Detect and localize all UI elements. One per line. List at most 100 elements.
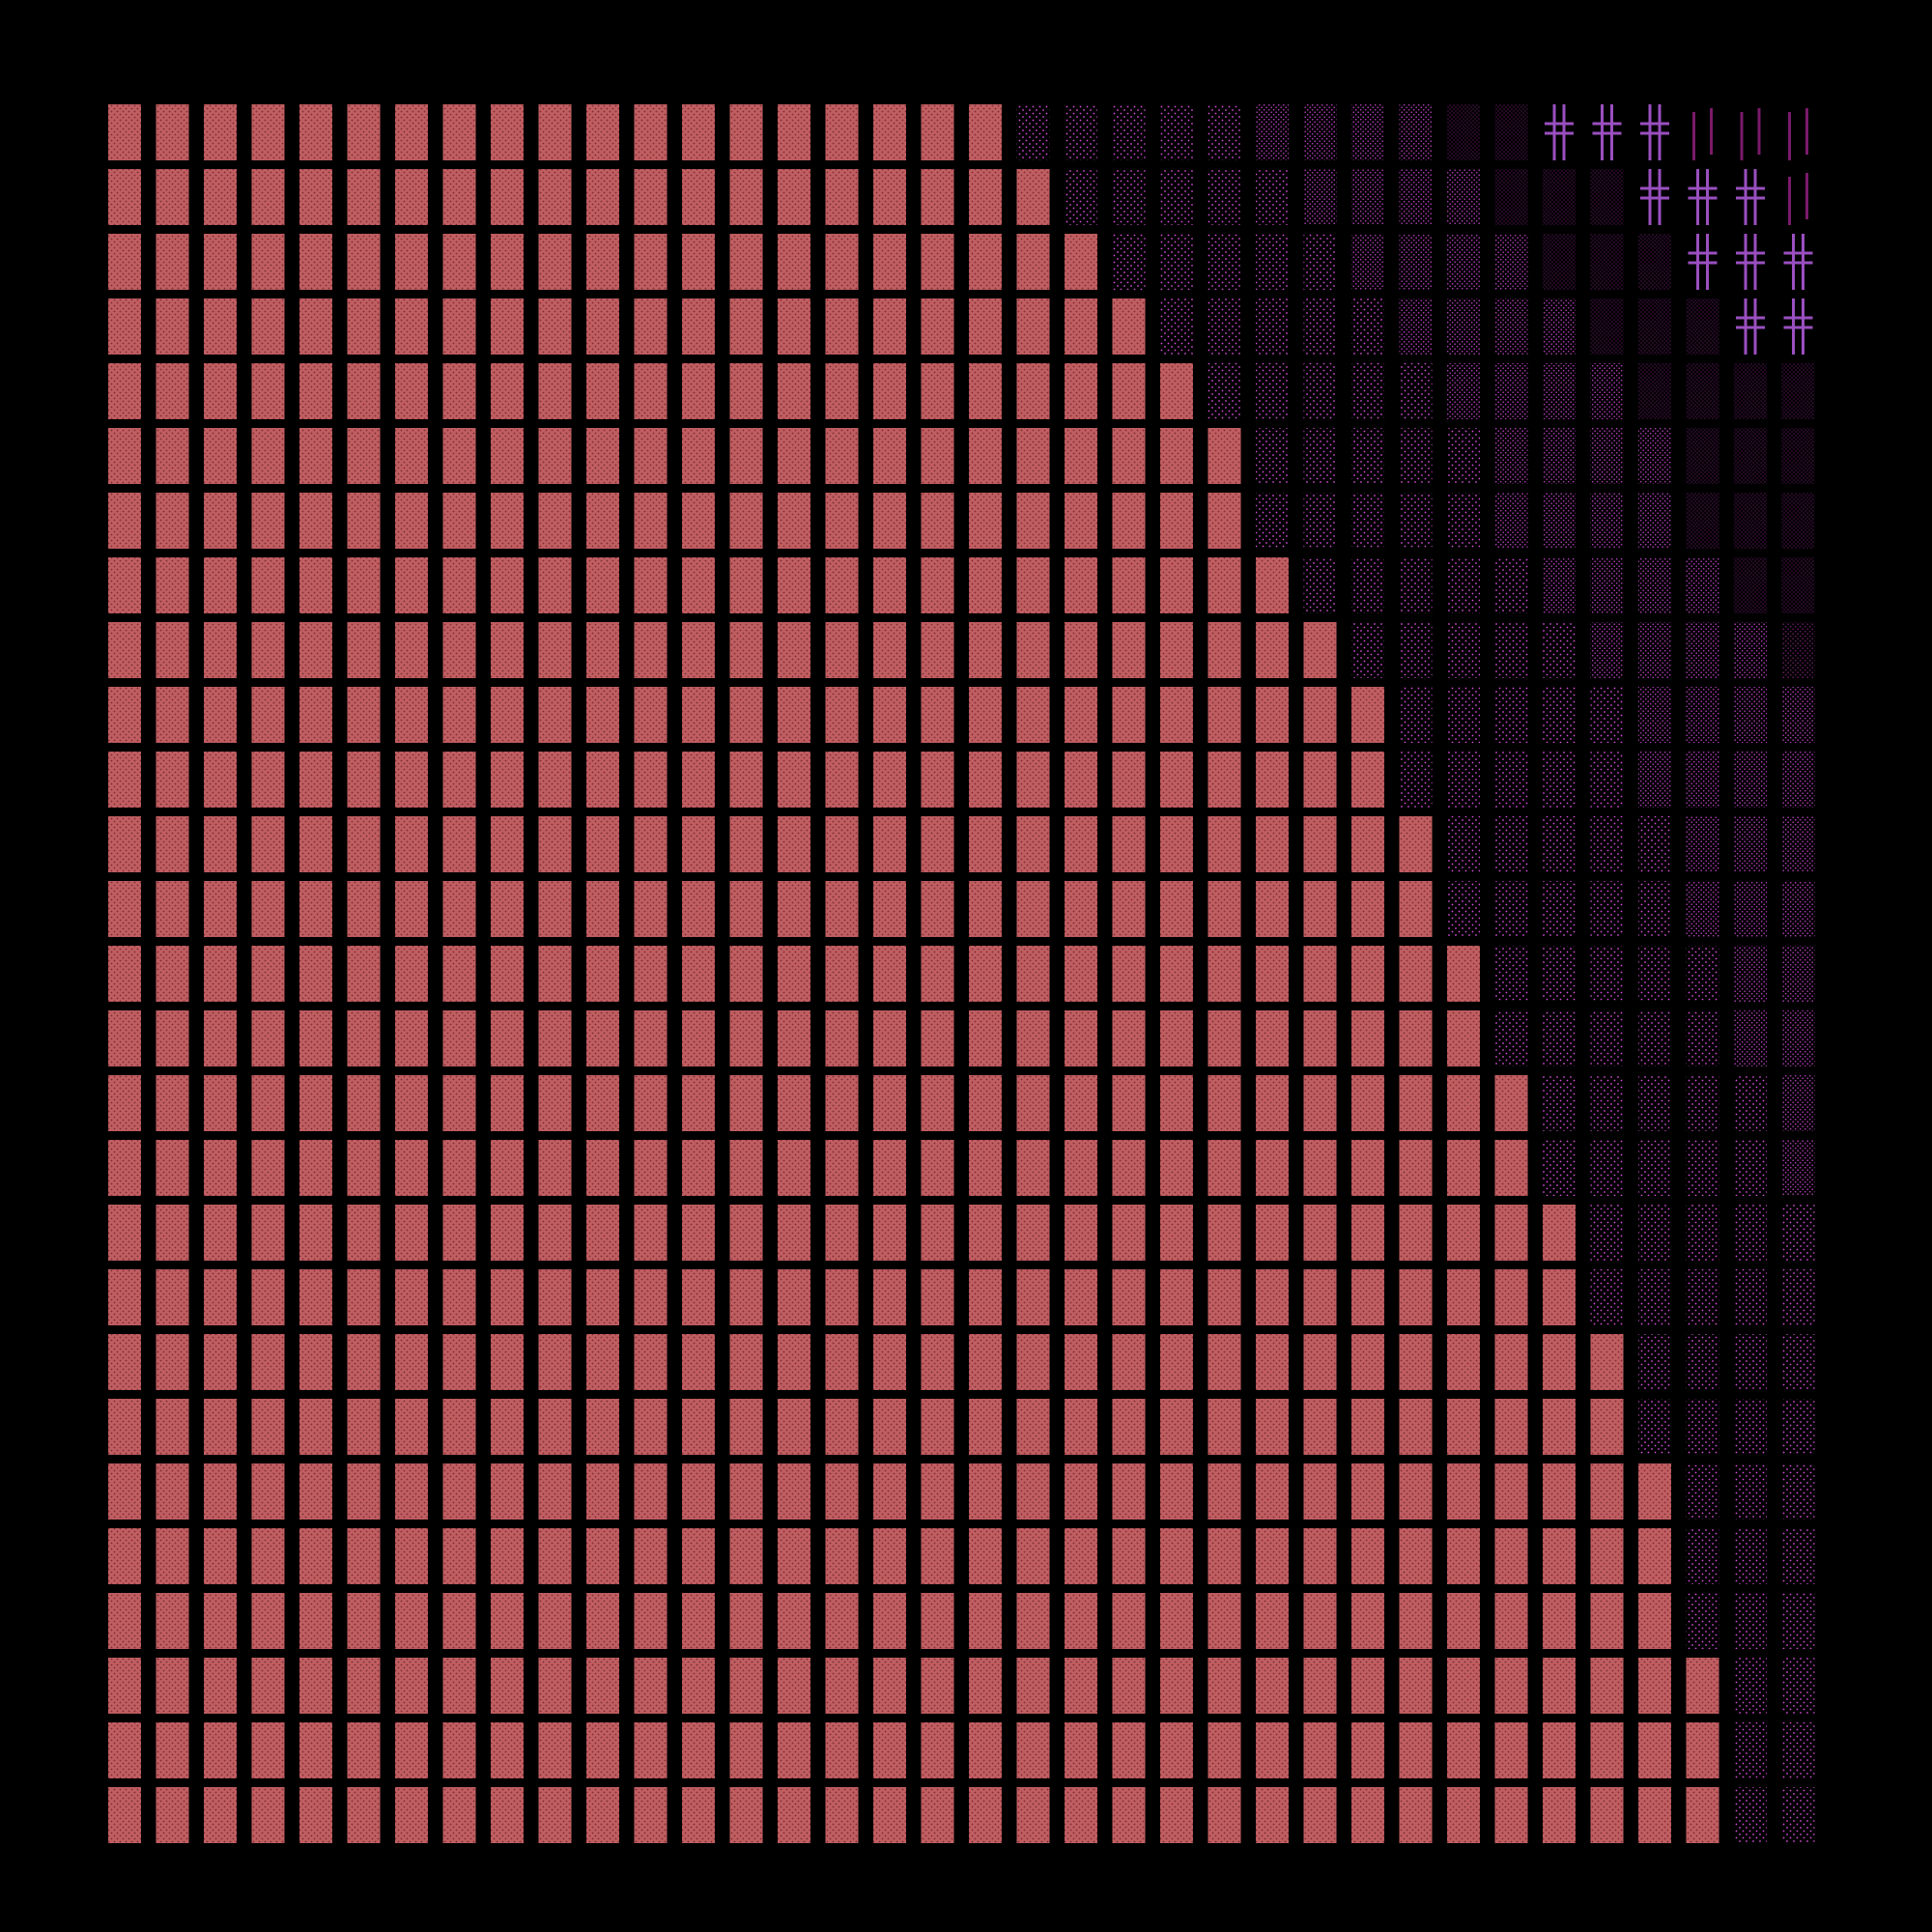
grid-cell — [204, 1463, 237, 1520]
grid-cell — [634, 363, 668, 419]
grid-cell — [1399, 1205, 1433, 1261]
grid-cell — [347, 1463, 381, 1520]
grid-cell — [1016, 1334, 1050, 1390]
grid-cell — [1256, 1205, 1289, 1261]
grid-cell — [969, 1528, 1002, 1584]
grid-cell — [825, 1463, 859, 1520]
grid-cell — [1208, 557, 1241, 613]
grid-cell — [204, 1075, 237, 1131]
grid-cell — [729, 1722, 763, 1778]
grid-cell — [1065, 169, 1097, 225]
grid-cell — [1016, 1399, 1050, 1455]
grid-cell — [108, 1787, 141, 1843]
grid-cell — [682, 752, 715, 808]
grid-cell — [921, 557, 954, 613]
grid-cell — [1640, 169, 1669, 225]
grid-cell — [299, 1334, 332, 1390]
grid-cell — [825, 234, 859, 290]
grid-cell — [634, 752, 668, 808]
grid-cell — [395, 557, 428, 613]
grid-cell — [1447, 687, 1480, 743]
grid-cell — [586, 752, 619, 808]
grid-cell — [825, 1399, 859, 1455]
grid-cell — [442, 1463, 476, 1520]
grid-cell — [1065, 557, 1097, 613]
grid-cell — [156, 1399, 189, 1455]
grid-cell — [442, 428, 476, 484]
grid-cell — [442, 1399, 476, 1455]
grid-cell — [1447, 1010, 1480, 1066]
grid-cell — [1783, 298, 1813, 355]
grid-cell — [921, 493, 954, 549]
grid-cell — [395, 687, 428, 743]
grid-cell — [204, 1205, 237, 1261]
grid-cell — [634, 557, 668, 613]
grid-cell — [1256, 234, 1289, 290]
grid-cell — [634, 1399, 668, 1455]
grid-cell — [1065, 946, 1097, 1002]
grid-cell — [1399, 1399, 1433, 1455]
grid-cell — [442, 298, 476, 355]
grid-cell — [347, 622, 381, 678]
grid-cell — [921, 622, 954, 678]
grid-cell — [1065, 1269, 1097, 1325]
grid-cell — [1351, 1269, 1384, 1325]
grid-cell — [395, 1528, 428, 1584]
grid-cell — [1112, 428, 1146, 484]
grid-cell — [1399, 1463, 1433, 1520]
grid-cell — [1590, 1593, 1624, 1649]
grid-cell — [1638, 1528, 1671, 1584]
grid-cell — [1112, 1399, 1146, 1455]
grid-cell — [538, 363, 572, 419]
grid-cell — [1399, 816, 1433, 872]
grid-cell — [969, 687, 1002, 743]
grid-cell — [682, 298, 715, 355]
grid-cell — [1303, 104, 1337, 160]
grid-cell — [538, 557, 572, 613]
grid-cell — [1692, 108, 1713, 160]
grid-cell — [1638, 1593, 1671, 1649]
grid-cell — [1590, 687, 1624, 743]
grid-cell — [491, 1722, 524, 1778]
grid-cell — [1112, 363, 1146, 419]
grid-cell — [682, 946, 715, 1002]
grid-cell — [108, 816, 141, 872]
grid-cell — [442, 946, 476, 1002]
grid-cell — [825, 1787, 859, 1843]
grid-cell — [586, 169, 619, 225]
grid-cell — [1208, 1463, 1241, 1520]
grid-cell — [873, 493, 906, 549]
grid-cell — [1208, 1593, 1241, 1649]
grid-cell — [1638, 1334, 1671, 1390]
grid-cell — [1781, 1528, 1815, 1584]
grid-cell — [1065, 1787, 1097, 1843]
grid-cell — [1543, 1787, 1576, 1843]
grid-cell — [729, 493, 763, 549]
grid-cell — [1494, 816, 1528, 872]
grid-cell — [778, 1593, 810, 1649]
grid-cell — [1160, 946, 1193, 1002]
grid-cell — [1303, 1010, 1337, 1066]
grid-cell — [156, 363, 189, 419]
grid-cell — [1494, 1722, 1528, 1778]
grid-cell — [1590, 298, 1624, 355]
grid-cell — [1303, 1722, 1337, 1778]
grid-cell — [491, 881, 524, 937]
grid-cell — [778, 1269, 810, 1325]
grid-cell — [921, 1269, 954, 1325]
grid-cell — [682, 1205, 715, 1261]
grid-cell — [1688, 169, 1718, 225]
grid-cell — [442, 752, 476, 808]
grid-cell — [1016, 946, 1050, 1002]
grid-cell — [156, 881, 189, 937]
grid-cell — [1686, 298, 1719, 355]
grid-cell — [108, 1140, 141, 1196]
grid-cell — [347, 1010, 381, 1066]
grid-cell — [538, 881, 572, 937]
grid-cell — [1543, 1334, 1576, 1390]
grid-cell — [491, 1787, 524, 1843]
grid-cell — [442, 1334, 476, 1390]
grid-cell — [1256, 1140, 1289, 1196]
grid-cell — [1256, 816, 1289, 872]
grid-cell — [1016, 881, 1050, 937]
